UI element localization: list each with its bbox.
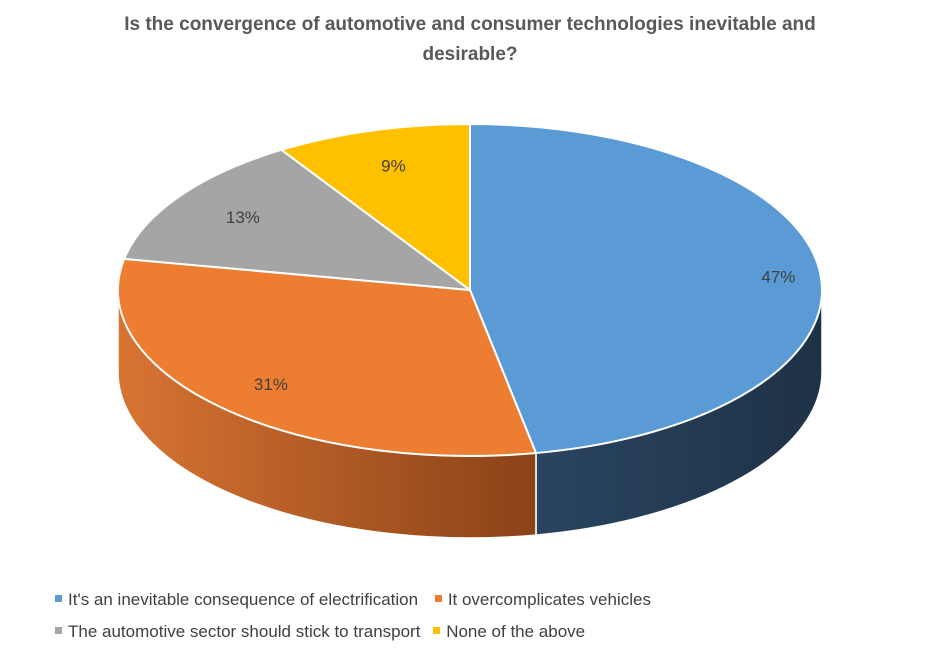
data-label-stick-to-transport: 13% bbox=[226, 208, 260, 227]
legend-label: It overcomplicates vehicles bbox=[447, 590, 651, 609]
legend-swatch-icon bbox=[55, 595, 62, 603]
legend-swatch-icon bbox=[55, 627, 62, 635]
legend-swatch-icon bbox=[434, 595, 442, 603]
data-label-overcomplicates: 31% bbox=[254, 375, 288, 394]
pie-slice-electrification bbox=[469, 123, 823, 455]
legend-item-overcomplicates: It overcomplicates vehicles bbox=[434, 590, 651, 610]
chart-title: Is the convergence of automotive and con… bbox=[124, 14, 816, 65]
legend-item-stick-to-transport: The automotive sector should stick to tr… bbox=[55, 622, 420, 642]
pie-slice-stick-to-transport bbox=[123, 148, 471, 291]
pie-slice-overcomplicates bbox=[117, 257, 537, 457]
legend-label: None of the above bbox=[446, 622, 586, 641]
legend-swatch-icon bbox=[433, 627, 441, 635]
legend-item-none-of-the-above: None of the above bbox=[433, 622, 585, 642]
pie-data-labels: 47% 31% 13% 9% bbox=[226, 157, 796, 394]
data-label-none-of-the-above: 9% bbox=[381, 157, 406, 176]
pie-chart: 47% 31% 13% 9% bbox=[117, 123, 823, 539]
legend-item-electrification: It's an inevitable consequence of electr… bbox=[55, 590, 418, 610]
pie-slice-none-of-the-above bbox=[280, 123, 471, 291]
legend-label: It's an inevitable consequence of electr… bbox=[68, 590, 419, 609]
pie-top bbox=[117, 123, 823, 457]
data-label-electrification: 47% bbox=[761, 267, 795, 286]
legend-label: The automotive sector should stick to tr… bbox=[68, 622, 421, 641]
